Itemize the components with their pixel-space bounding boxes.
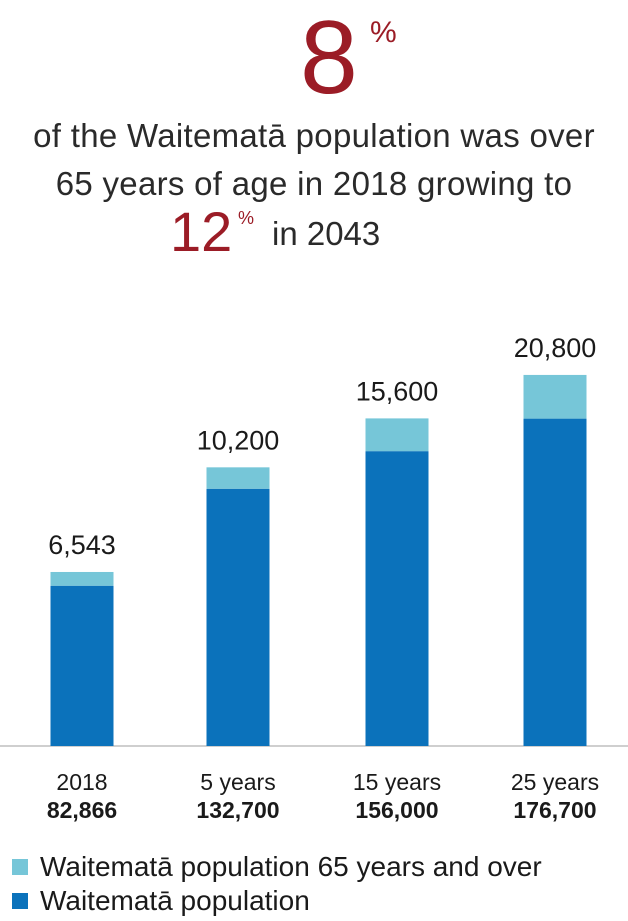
- headline-line-1: of the Waitematā population was over: [33, 117, 595, 154]
- legend-label-over65: Waitematā population 65 years and over: [40, 851, 542, 882]
- legend-swatch-population: [12, 893, 28, 909]
- x-total-label-1: 132,700: [196, 797, 279, 823]
- x-tick-label-1: 5 years: [200, 769, 275, 795]
- data-label-1: 10,200: [197, 425, 280, 455]
- legend-label-population: Waitematā population: [40, 885, 310, 916]
- headline-small-unit: %: [238, 208, 255, 228]
- bar-population-3: [523, 418, 587, 746]
- legend-item-over65: Waitematā population 65 years and over: [12, 850, 542, 884]
- data-label-2: 15,600: [356, 376, 439, 406]
- x-tick-label-2: 15 years: [353, 769, 441, 795]
- x-total-label-3: 176,700: [513, 797, 596, 823]
- headline-small-value: 12: [170, 200, 233, 263]
- bar-over65-1: [206, 467, 270, 489]
- bar-population-2: [365, 451, 429, 746]
- data-label-0: 6,543: [48, 530, 116, 560]
- x-tick-label-3: 25 years: [511, 769, 599, 795]
- headline-line-3: in 2043: [272, 215, 381, 252]
- x-total-label-2: 156,000: [355, 797, 438, 823]
- bar-population-0: [50, 585, 114, 746]
- chart-legend: Waitematā population 65 years and over W…: [12, 850, 542, 918]
- legend-item-population: Waitematā population: [12, 884, 542, 918]
- headline-big-value: 8: [300, 0, 358, 116]
- bar-over65-0: [50, 571, 114, 586]
- headline-big-unit: %: [370, 16, 397, 49]
- headline-line-2: 65 years of age in 2018 growing to: [55, 165, 573, 202]
- bar-over65-3: [523, 374, 587, 419]
- legend-swatch-over65: [12, 859, 28, 875]
- x-tick-label-0: 2018: [56, 769, 107, 795]
- x-total-label-0: 82,866: [47, 797, 117, 823]
- data-label-3: 20,800: [514, 333, 597, 363]
- bar-population-1: [206, 488, 270, 746]
- bar-over65-2: [365, 418, 429, 452]
